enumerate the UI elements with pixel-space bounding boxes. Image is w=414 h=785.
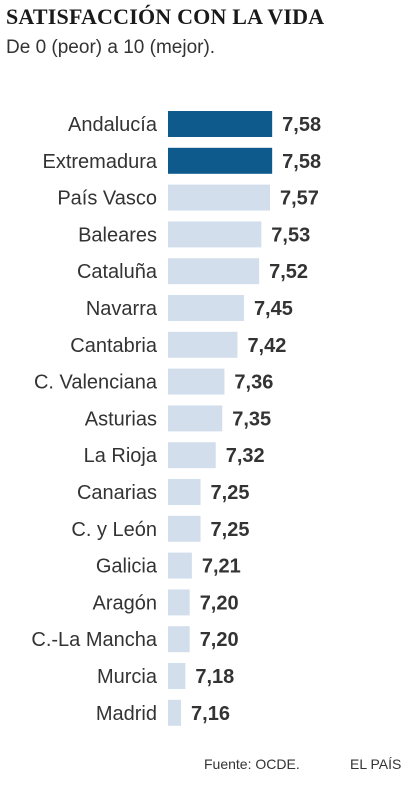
category-label-baleares: Baleares xyxy=(78,224,157,246)
bar-c-y-leon xyxy=(168,515,201,542)
value-label-canarias: 7,25 xyxy=(211,482,250,504)
chart-subtitle: De 0 (peor) a 10 (mejor). xyxy=(6,37,216,58)
category-label-andalucia: Andalucía xyxy=(68,114,158,136)
value-label-murcia: 7,18 xyxy=(195,666,234,688)
category-label-extremadura: Extremadura xyxy=(43,151,158,173)
bar-chart: Andalucía 7,58 Extremadura 7,58 País Vasco 7,… xyxy=(31,111,321,726)
category-label-asturias: Asturias xyxy=(85,408,157,430)
bar-cataluna xyxy=(168,258,260,285)
category-label-la-rioja: La Rioja xyxy=(84,445,158,467)
bar-c-la-mancha xyxy=(168,626,190,653)
bar-navarra xyxy=(168,295,244,321)
value-label-cantabria: 7,42 xyxy=(247,335,286,357)
value-label-la-rioja: 7,32 xyxy=(226,445,265,467)
bar-asturias xyxy=(168,405,223,432)
category-label-madrid: Madrid xyxy=(96,703,157,725)
bar-cantabria xyxy=(168,331,238,358)
category-label-c-la-mancha: C.-La Mancha xyxy=(31,629,157,651)
value-label-cataluna: 7,52 xyxy=(269,261,308,283)
category-label-canarias: Canarias xyxy=(77,482,157,504)
bar-la-rioja xyxy=(168,442,216,469)
value-label-aragon: 7,20 xyxy=(200,592,239,614)
category-label-cantabria: Cantabria xyxy=(70,335,158,357)
bar-c-valenciana xyxy=(168,368,225,395)
value-label-madrid: 7,16 xyxy=(191,703,230,725)
bar-andalucia xyxy=(168,111,273,137)
value-label-c-valenciana: 7,36 xyxy=(234,372,273,394)
chart-title: SATISFACCIÓN CON LA VIDA xyxy=(6,4,325,29)
category-label-navarra: Navarra xyxy=(86,298,158,320)
category-label-murcia: Murcia xyxy=(97,666,158,688)
category-label-c-y-leon: C. y León xyxy=(71,519,157,541)
category-label-aragon: Aragón xyxy=(93,592,158,614)
value-label-c-la-mancha: 7,20 xyxy=(200,629,239,651)
category-label-c-valenciana: C. Valenciana xyxy=(34,372,158,394)
value-label-asturias: 7,35 xyxy=(232,408,271,430)
bar-madrid xyxy=(168,699,182,726)
bar-murcia xyxy=(168,663,186,689)
value-label-andalucia: 7,58 xyxy=(282,114,321,136)
bar-extremadura xyxy=(168,147,273,174)
publisher-brand: EL PAÍS xyxy=(350,756,402,772)
bar-aragon xyxy=(168,589,190,616)
value-label-baleares: 7,53 xyxy=(271,224,310,246)
value-label-navarra: 7,45 xyxy=(254,298,293,320)
bar-baleares xyxy=(168,221,262,248)
value-label-extremadura: 7,58 xyxy=(282,151,321,173)
category-label-pais-vasco: País Vasco xyxy=(57,188,157,210)
value-label-c-y-leon: 7,25 xyxy=(211,519,250,541)
bar-canarias xyxy=(168,479,201,505)
value-label-pais-vasco: 7,57 xyxy=(280,188,319,210)
value-label-galicia: 7,21 xyxy=(202,556,241,578)
bar-galicia xyxy=(168,552,192,579)
category-label-galicia: Galicia xyxy=(96,556,158,578)
category-label-cataluna: Cataluña xyxy=(77,261,158,283)
bar-pais-vasco xyxy=(168,184,270,211)
source-note: Fuente: OCDE. xyxy=(204,756,300,772)
